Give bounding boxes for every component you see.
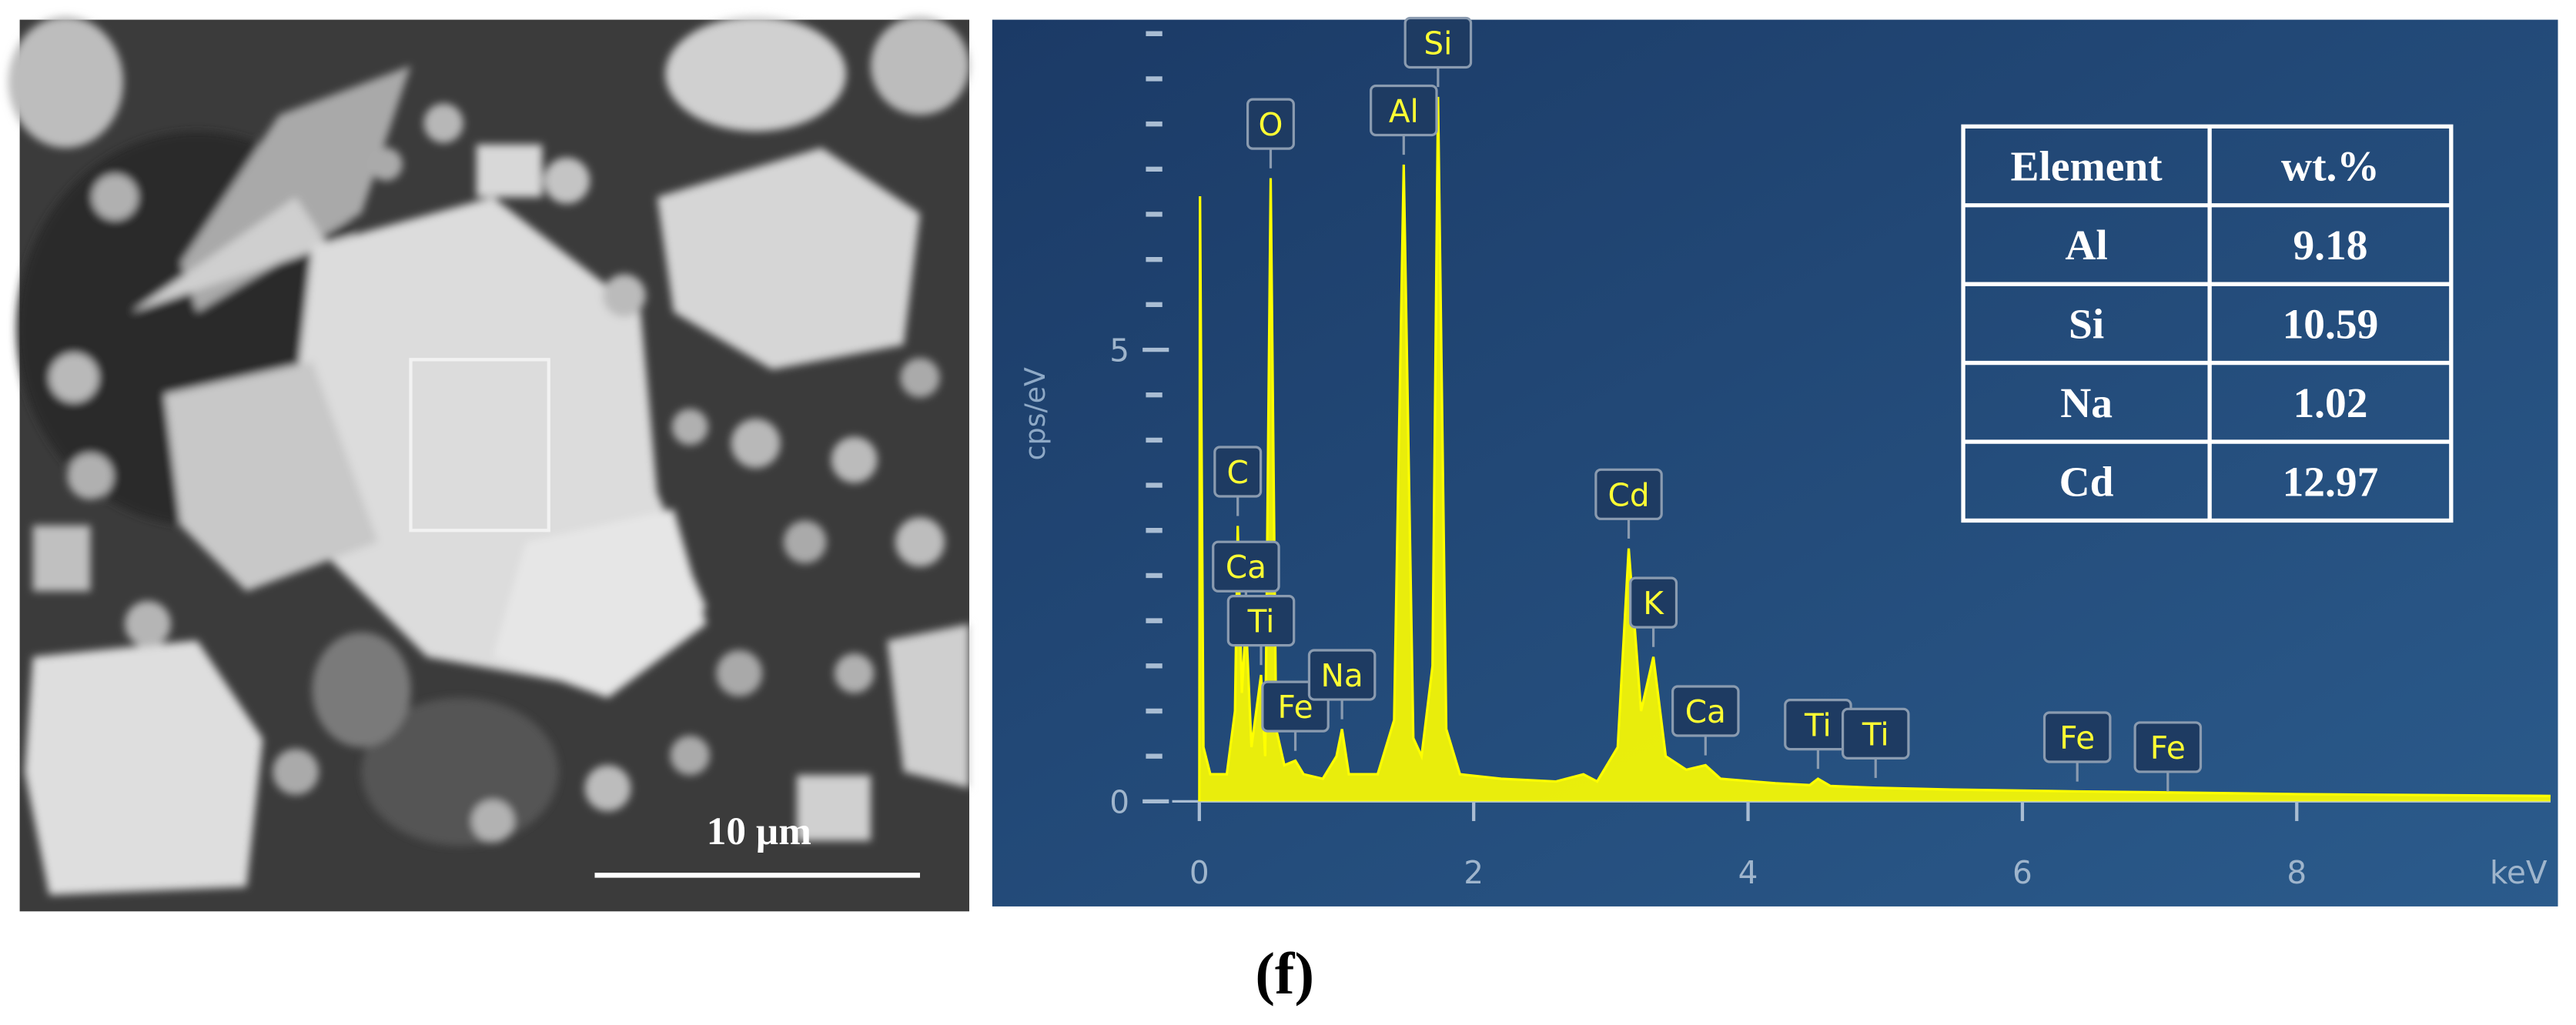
caption: (f) — [1255, 941, 1314, 1007]
peak-label: Ti — [1862, 716, 1889, 753]
peak-label: C — [1227, 454, 1249, 491]
peak-label: Ca — [1226, 549, 1266, 586]
peak-label-box — [1307, 649, 1377, 701]
peak-label: Ti — [1804, 707, 1832, 744]
peak-label: Fe — [2059, 720, 2095, 756]
table-cell: Al — [2065, 222, 2107, 269]
x-tick-label: 0 — [1189, 854, 1209, 891]
peak-label-box — [1594, 468, 1663, 520]
peak-label-box — [1403, 16, 1473, 69]
table-cell: Cd — [2059, 459, 2114, 506]
peak-label: Si — [1423, 25, 1452, 62]
peak-label: Na — [1321, 657, 1363, 694]
table-cell: Na — [2060, 380, 2113, 427]
x-tick-label: 8 — [2287, 854, 2307, 891]
peak-label-box — [1213, 446, 1263, 498]
x-axis-label: keV — [2490, 854, 2548, 891]
peak-label: O — [1259, 106, 1283, 143]
peak-label: Ti — [1247, 603, 1275, 640]
x-tick-label: 2 — [1464, 854, 1484, 891]
table-header-cell: wt.% — [2281, 144, 2380, 191]
sem-image: 10 µm — [8, 16, 970, 912]
table-cell: 10.59 — [2283, 302, 2379, 349]
peak-label-box — [2133, 721, 2203, 773]
peak-label-box — [1629, 576, 1678, 629]
peak-label: K — [1643, 585, 1664, 622]
peak-label: Ca — [1685, 693, 1726, 730]
x-tick-label: 6 — [2012, 854, 2032, 891]
peak-label-box — [1226, 595, 1296, 647]
peak-label: Cd — [1608, 476, 1650, 513]
spectrum-line — [1198, 96, 2551, 802]
selection-box — [409, 358, 550, 533]
table-background — [1961, 124, 2454, 523]
x-tick-label: 4 — [1738, 854, 1758, 891]
peak-label: Fe — [1278, 689, 1313, 726]
peak-label: Fe — [2150, 730, 2186, 766]
y-tick-label: 0 — [1109, 783, 1129, 820]
peak-label-box — [1370, 84, 1438, 137]
peak-label-box — [1671, 685, 1740, 737]
scale-bar-label: 10 µm — [707, 810, 811, 853]
peak-label-box — [1246, 98, 1295, 150]
peak-label-box — [1212, 540, 1280, 593]
composition-table: Element wt.% Al 9.18 Si 10.59 Na 1.02 Cd 12.97 — [1961, 124, 2454, 523]
table-header-cell: Element — [2010, 144, 2163, 191]
peak-label: Al — [1389, 92, 1419, 129]
table-cell: 12.97 — [2283, 459, 2379, 506]
table-cell: 9.18 — [2293, 222, 2367, 269]
table-cell: Si — [2069, 302, 2104, 349]
table-cell: 1.02 — [2293, 380, 2367, 427]
peak-label-box — [1841, 707, 1910, 760]
peak-label-box — [2042, 711, 2112, 763]
y-axis-label: cps/eV — [1019, 367, 1052, 460]
sem-particles — [8, 16, 970, 895]
y-tick-label: 5 — [1109, 332, 1129, 369]
